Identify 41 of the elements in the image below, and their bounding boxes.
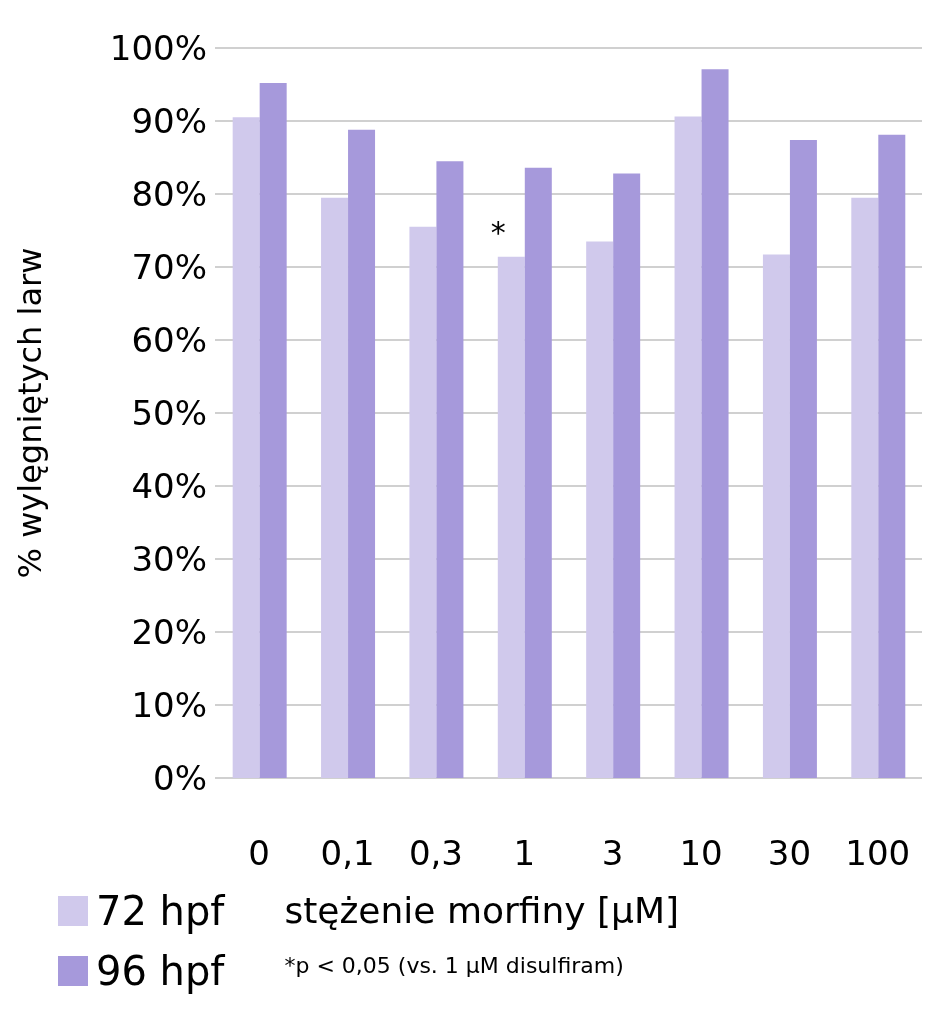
x-tick-label: 3	[601, 833, 624, 874]
y-tick-label: 40%	[131, 466, 207, 507]
legend-label: 72 hpf	[96, 888, 225, 934]
bar	[409, 226, 437, 778]
bar	[348, 129, 376, 778]
bar	[701, 69, 729, 778]
annotation: *	[490, 214, 506, 250]
bar	[259, 83, 287, 778]
y-tick-label: 90%	[131, 101, 207, 142]
bar	[321, 197, 349, 778]
bar	[524, 167, 552, 778]
x-axis-title: stężenie morfiny [μM]	[284, 890, 680, 931]
x-tick-label: 30	[767, 833, 812, 874]
x-tick-label: 0	[248, 833, 271, 874]
y-tick-label: 30%	[131, 539, 207, 580]
y-tick-label: 60%	[131, 320, 207, 361]
x-tick-label: 1	[513, 833, 536, 874]
y-tick-label: 100%	[109, 28, 207, 69]
x-tick-label: 0,3	[408, 833, 463, 874]
bar	[613, 173, 641, 778]
x-tick-label: 100	[845, 833, 911, 874]
x-tick-label: 10	[679, 833, 723, 874]
text: *p < 0,05 (vs. 1 μM disulfiram)	[284, 953, 625, 978]
bar	[436, 161, 464, 778]
y-tick-label: 70%	[131, 247, 207, 288]
y-tick-label: 80%	[131, 174, 207, 215]
y-tick-label: 50%	[131, 393, 207, 434]
bar	[762, 254, 790, 778]
bar	[674, 116, 702, 778]
bar	[878, 134, 906, 778]
legend-label: 96 hpf	[96, 948, 225, 994]
y-axis-title: % wylęgniętych larw	[11, 247, 50, 579]
y-tick-label: 0%	[153, 758, 207, 799]
x-tick-label: 0,1	[320, 833, 375, 874]
bar	[232, 117, 260, 778]
bar	[789, 139, 817, 778]
bar	[851, 197, 879, 778]
y-tick-label: 20%	[131, 612, 207, 653]
bar	[497, 256, 525, 778]
y-tick-label: 10%	[131, 685, 207, 726]
bar	[586, 241, 614, 778]
